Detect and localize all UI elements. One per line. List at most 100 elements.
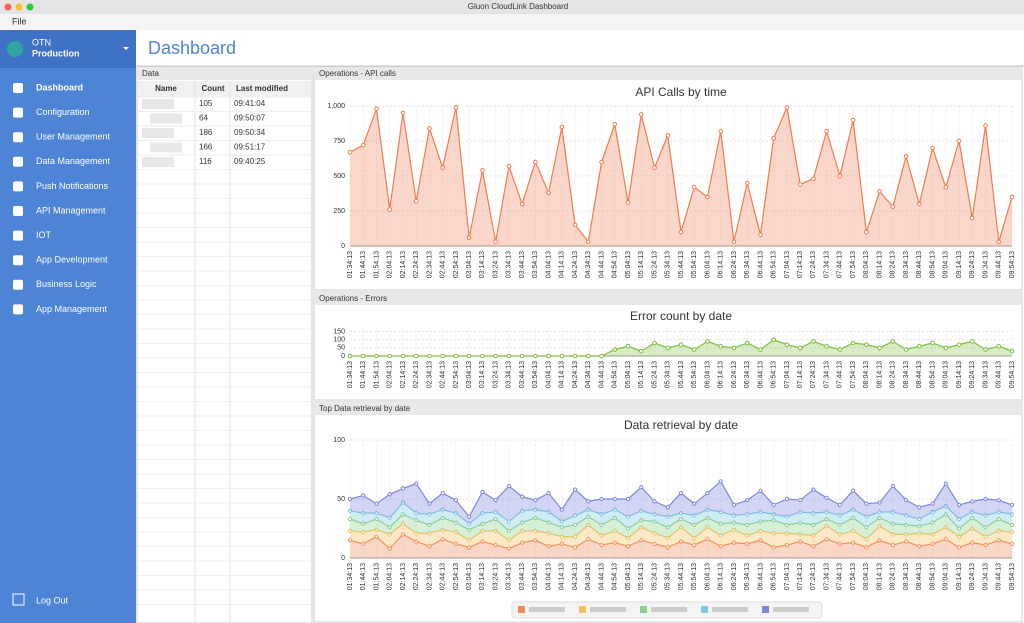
point [572,545,578,550]
point [956,526,962,531]
x-tick-label: 05:24:13 [651,251,658,278]
close-button[interactable] [4,3,12,11]
nav-item[interactable]: API Management [36,205,106,215]
point [493,542,498,548]
nav-item[interactable]: Data Management [36,156,111,166]
y-tick-label: 50 [337,496,345,503]
point [983,513,988,518]
point [864,514,869,519]
x-tick-label: 04:14:13 [559,563,566,590]
point [427,544,432,549]
panel-header [314,67,1022,80]
point [890,521,895,526]
point [798,539,803,544]
nav-item[interactable]: App Management [36,304,108,314]
point [361,511,366,516]
legend-blurred-name [773,607,809,612]
point [1009,348,1015,354]
point [811,533,816,538]
point [400,532,406,537]
x-tick-label: 06:14:13 [718,361,725,388]
point [851,488,856,493]
x-tick-label: 05:24:13 [651,563,658,590]
point [665,345,671,351]
point [638,348,644,354]
x-tick-label: 06:24:13 [731,251,738,278]
point [599,496,604,502]
y-tick-label: 1,000 [327,103,345,110]
point [943,525,948,530]
panel-header [314,402,1022,415]
zoom-button[interactable] [26,3,34,11]
x-tick-label: 05:44:13 [678,251,685,278]
point [520,494,525,499]
point [890,483,895,489]
y-tick-label: 100 [333,437,345,444]
minimize-button[interactable] [15,3,23,11]
point [665,545,670,550]
logout[interactable]: Log Out [36,595,69,605]
y-tick-label: 750 [333,138,345,145]
x-tick-label: 08:24:13 [890,361,897,388]
x-tick-label: 08:44:13 [916,361,923,388]
point [599,533,604,538]
point [758,509,763,515]
point [850,340,856,346]
point [731,513,737,518]
column-header: Last modified [236,84,288,93]
point [943,512,948,517]
chart-title: API Calls by time [635,85,727,99]
point [361,493,366,498]
x-tick-label: 05:54:13 [691,251,698,278]
nav-item[interactable]: IOT [36,230,52,240]
nav-item[interactable]: Push Notifications [36,181,109,191]
x-tick-label: 05:34:13 [665,563,672,590]
legend-swatch [640,606,647,613]
point [466,235,472,240]
point [506,546,511,551]
org-name: OTN [32,37,51,47]
x-tick-label: 02:14:13 [400,563,407,590]
x-tick-label: 08:34:13 [903,361,910,388]
panel-title: Data [142,69,159,78]
nav-item[interactable]: Business Logic [36,279,97,289]
point [374,516,379,522]
x-tick-label: 09:44:13 [996,563,1003,590]
nav-item[interactable]: Configuration [36,107,90,117]
x-tick-label: 06:24:13 [731,563,738,590]
point [930,520,935,525]
x-tick-label: 05:34:13 [665,361,672,388]
point [996,498,1001,503]
window-title: Gluon CloudLink Dashboard [468,2,569,11]
x-tick-label: 06:04:13 [704,361,711,388]
x-tick-label: 02:24:13 [413,563,420,590]
x-tick-label: 06:14:13 [718,563,725,590]
nav-item[interactable]: User Management [36,132,111,142]
point [678,491,684,496]
point [864,525,869,530]
point [572,513,578,518]
x-tick-label: 06:34:13 [744,361,751,388]
point [639,508,644,513]
point [718,533,723,538]
point [930,541,935,546]
point [453,498,459,503]
panel-title: Operations - API calls [319,69,396,78]
x-tick-label: 05:14:13 [638,563,645,590]
table-header [138,81,311,97]
x-tick-label: 04:54:13 [612,563,619,590]
x-tick-label: 07:54:13 [850,361,857,388]
x-tick-label: 06:44:13 [757,361,764,388]
point [347,149,353,155]
point [705,525,710,530]
point [480,353,485,359]
menu-item[interactable]: File [12,16,27,26]
nav-item[interactable]: App Development [36,255,108,265]
point [1009,541,1015,546]
panel-header [137,67,312,80]
point [599,353,604,359]
point [453,105,459,110]
x-tick-label: 07:14:13 [797,563,804,590]
point [784,522,790,528]
nav-item[interactable]: Dashboard [36,82,83,92]
